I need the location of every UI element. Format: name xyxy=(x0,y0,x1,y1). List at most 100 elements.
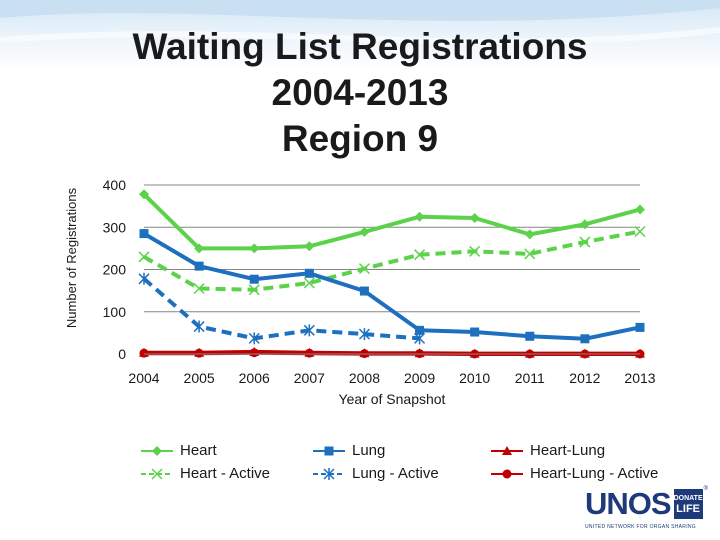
data-point-heart-active xyxy=(248,284,260,296)
data-point-heart-active-shape xyxy=(579,236,591,248)
data-point-heart xyxy=(469,212,480,223)
legend-item-heart-active: Heart - Active xyxy=(140,465,270,482)
data-point-lung-active-shape xyxy=(303,324,315,337)
legend-label: Lung xyxy=(352,442,386,459)
data-point-lung-shape xyxy=(249,274,259,284)
data-point-heart-active-shape xyxy=(358,263,370,275)
data-point-heart-active xyxy=(469,245,481,257)
data-point-lung xyxy=(249,274,259,284)
series-line-heart xyxy=(142,192,641,251)
x-tick-label: 2013 xyxy=(624,370,655,386)
header-swoosh xyxy=(0,0,720,45)
badge-top-text: DONATE xyxy=(673,494,703,502)
data-point-lung-active xyxy=(358,328,370,341)
series-line-lung-active xyxy=(142,277,420,341)
y-tick-label: 0 xyxy=(118,346,126,362)
legend-marker-heart-lung-shape xyxy=(502,445,512,455)
data-point-lung xyxy=(194,261,204,271)
registered-mark: ® xyxy=(703,486,709,492)
legend-marker-heart-lung xyxy=(502,445,512,455)
data-point-heart-shape xyxy=(194,243,205,254)
data-point-heart-lung-active-shape xyxy=(304,348,314,358)
legend-label: Heart - Active xyxy=(180,465,271,482)
legend-item-heart-lung: Heart-Lung xyxy=(490,442,605,459)
legend-marker-heart-active xyxy=(151,467,163,480)
legend-marker-lung-active xyxy=(323,467,335,480)
y-tick-label: 200 xyxy=(103,262,127,278)
data-point-heart xyxy=(304,241,315,252)
data-point-lung-active xyxy=(414,332,426,345)
y-axis-title: Number of Registrations xyxy=(64,187,79,328)
y-tick-label: 100 xyxy=(103,304,127,320)
data-point-heart-active xyxy=(303,277,315,289)
data-point-lung xyxy=(139,229,149,239)
series-line-lung xyxy=(142,231,641,341)
data-point-lung-shape xyxy=(359,286,369,296)
donate-life-badge: DONATE LIFE xyxy=(673,489,703,519)
x-tick-label: 2010 xyxy=(459,370,490,386)
data-point-heart-active-shape xyxy=(138,251,150,263)
legend-label: Heart-Lung - Active xyxy=(530,465,659,482)
data-point-lung-active-shape xyxy=(358,328,370,341)
data-point-heart-shape xyxy=(249,243,260,254)
data-point-heart-shape xyxy=(414,211,425,222)
data-point-lung-active xyxy=(138,272,150,285)
x-tick-label: 2006 xyxy=(239,370,270,386)
data-point-heart-active-shape xyxy=(193,282,205,295)
data-point-heart-shape xyxy=(635,204,645,215)
legend-marker-heart xyxy=(152,445,162,456)
data-point-lung xyxy=(415,325,425,335)
data-point-heart-lung-active xyxy=(304,348,314,358)
y-tick-label: 400 xyxy=(103,177,127,193)
data-point-heart xyxy=(249,243,260,254)
unos-logo: UNOS DONATE LIFE ® UNITED NETWORK FOR OR… xyxy=(585,486,708,534)
x-tick-label: 2009 xyxy=(404,370,435,386)
data-point-lung xyxy=(304,268,314,278)
data-point-lung-active-shape xyxy=(193,320,205,333)
data-point-heart-lung-active-shape xyxy=(194,348,204,358)
data-point-heart-shape xyxy=(524,229,535,240)
data-point-heart-active xyxy=(634,225,646,238)
data-point-heart-shape xyxy=(579,219,590,230)
legend-item-lung-active: Lung - Active xyxy=(312,465,439,482)
legend-marker-heart-shape xyxy=(152,445,162,456)
data-point-lung-active xyxy=(248,332,260,345)
data-point-heart-active xyxy=(414,249,426,261)
y-tick-label: 300 xyxy=(103,219,127,235)
x-tick-label: 2005 xyxy=(184,370,215,386)
legend-item-heart: Heart xyxy=(140,442,217,459)
data-point-heart xyxy=(635,204,645,215)
data-point-lung-active xyxy=(193,320,205,333)
legend-item-heart-lung-active: Heart-Lung - Active xyxy=(490,465,658,482)
data-point-heart-active-shape xyxy=(248,284,260,296)
legend-marker-heart-lung-active-shape xyxy=(502,469,512,478)
data-point-lung xyxy=(635,322,645,332)
x-tick-label: 2004 xyxy=(128,370,159,386)
data-point-heart-lung-active-shape xyxy=(139,348,149,358)
legend-marker-lung-shape xyxy=(324,446,334,455)
legend-swatch-heart-active xyxy=(141,467,173,480)
logo-wordmark: UNOS xyxy=(585,486,672,521)
data-point-lung-shape xyxy=(304,268,314,278)
data-point-heart-lung-active xyxy=(194,348,204,358)
legend-marker-heart-active-shape xyxy=(151,467,163,480)
data-point-lung-shape xyxy=(139,229,149,239)
data-point-heart xyxy=(579,219,590,230)
data-point-heart-shape xyxy=(304,241,315,252)
data-point-heart-shape xyxy=(359,226,370,237)
data-point-heart-lung-active xyxy=(139,348,149,358)
x-tick-label: 2012 xyxy=(569,370,600,386)
data-point-heart xyxy=(194,243,205,254)
data-point-lung xyxy=(470,327,480,337)
x-axis-title: Year of Snapshot xyxy=(339,391,446,407)
data-point-lung-shape xyxy=(415,325,425,335)
legend-label: Heart-Lung xyxy=(530,442,606,459)
data-point-heart xyxy=(524,229,535,240)
data-point-heart-shape xyxy=(469,212,480,223)
data-point-lung-shape xyxy=(580,334,590,344)
data-point-heart xyxy=(414,211,425,222)
badge-bottom-text: LIFE xyxy=(676,502,701,515)
x-tick-label: 2008 xyxy=(349,370,380,386)
data-point-heart-active-shape xyxy=(634,225,646,238)
legend-marker-lung-active-shape xyxy=(323,467,335,480)
